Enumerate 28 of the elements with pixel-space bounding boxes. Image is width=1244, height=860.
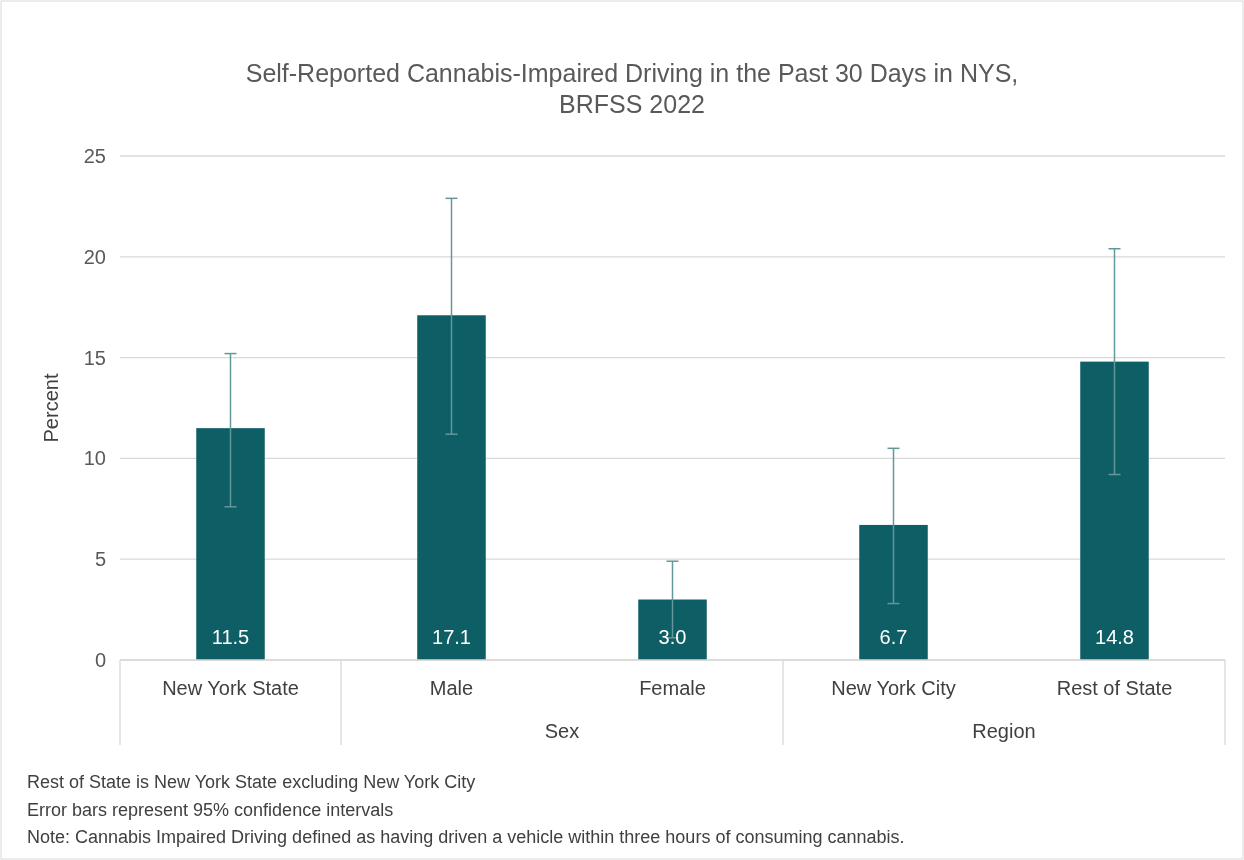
- text: Note: Cannabis Impaired Driving defined as having driven a vehicle within three hours of consuming cannabis.: [27, 827, 905, 847]
- y-tick-label: 20: [83, 245, 106, 268]
- text: Sex: [544, 720, 580, 742]
- x-tick-label: Male: [429, 677, 474, 699]
- x-tick-label: New York State: [162, 677, 299, 699]
- data-label: 17.1: [432, 626, 471, 648]
- y-axis-title: Percent: [40, 373, 62, 443]
- text: Region: [972, 720, 1036, 742]
- bar: [859, 524, 928, 660]
- x-tick-label: Female: [639, 677, 706, 699]
- text: Error bars represent 95% confidence intervals: [27, 799, 394, 820]
- y-tick-label: 5: [94, 548, 106, 571]
- data-label: 3.0: [658, 626, 687, 648]
- y-tick-label: 25: [83, 145, 106, 167]
- y-tick-label: 0: [94, 649, 106, 671]
- data-label: 14.8: [1095, 626, 1134, 648]
- text: Rest of State is New York State excluding New York City: [27, 772, 476, 792]
- x-tick-label: New York City: [831, 677, 956, 699]
- bar: [1080, 361, 1149, 660]
- bar: [638, 599, 707, 660]
- bar: [417, 315, 486, 660]
- y-tick-label: 15: [83, 346, 106, 369]
- data-label: 11.5: [211, 626, 250, 648]
- chart-title: Self-Reported Cannabis-Impaired Driving in the Past 30 Days in NYS, BRFSS 2022: [245, 59, 1019, 118]
- x-tick-label: Rest of State: [1056, 677, 1173, 699]
- y-tick-label: 10: [83, 447, 106, 470]
- data-label: 6.7: [879, 626, 908, 648]
- bar: [196, 428, 265, 660]
